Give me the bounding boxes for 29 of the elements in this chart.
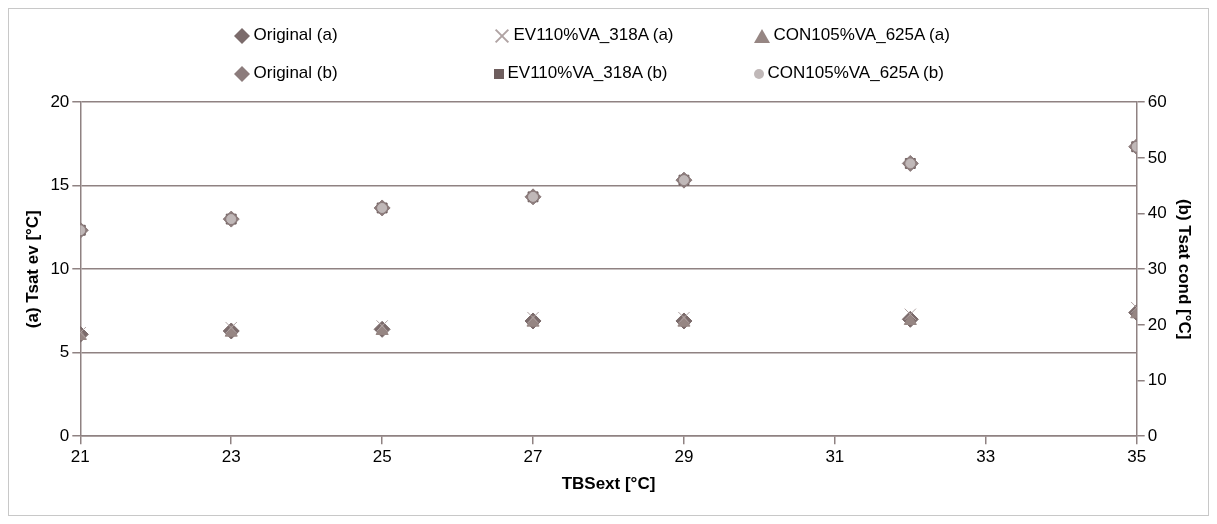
x-tick-label: 25: [372, 447, 392, 467]
legend-label: CON105%VA_625A (b): [767, 63, 944, 82]
y-tick-label: 5: [59, 342, 70, 362]
x-tick-label: 33: [976, 447, 996, 467]
y2-tick-label: 50: [1147, 147, 1167, 167]
x-tick-label: 29: [674, 447, 694, 467]
x-tick-label: 21: [70, 447, 90, 467]
legend-label: EV110%VA_318A (b): [507, 63, 668, 82]
y-tick-label: 10: [50, 258, 70, 278]
y-axis-title: (a) Tsat ev [°C]: [22, 210, 42, 329]
y2-tick-label: 60: [1147, 91, 1167, 111]
x-tick-label: 35: [1127, 447, 1147, 467]
y2-axis-title: (b) Tsat cond [°C]: [1175, 198, 1195, 340]
legend-label: Original (a): [253, 25, 338, 44]
y-tick-label: 20: [50, 91, 70, 111]
x-tick-label: 23: [221, 447, 241, 467]
y-tick-label: 15: [50, 175, 70, 195]
legend-label: CON105%VA_625A (a): [773, 25, 950, 44]
y2-tick-label: 20: [1147, 314, 1167, 334]
y2-tick-label: 0: [1147, 425, 1158, 445]
legend-label: Original (b): [253, 63, 338, 82]
x-tick-label: 31: [825, 447, 845, 467]
legend-label: EV110%VA_318A (a): [513, 25, 674, 44]
y2-tick-label: 10: [1147, 370, 1167, 390]
x-tick-label: 27: [523, 447, 543, 467]
x-axis-title: TBSext [°C]: [561, 474, 656, 494]
y2-tick-label: 40: [1147, 203, 1167, 223]
y2-tick-label: 30: [1147, 258, 1167, 278]
y-tick-label: 0: [59, 425, 70, 445]
